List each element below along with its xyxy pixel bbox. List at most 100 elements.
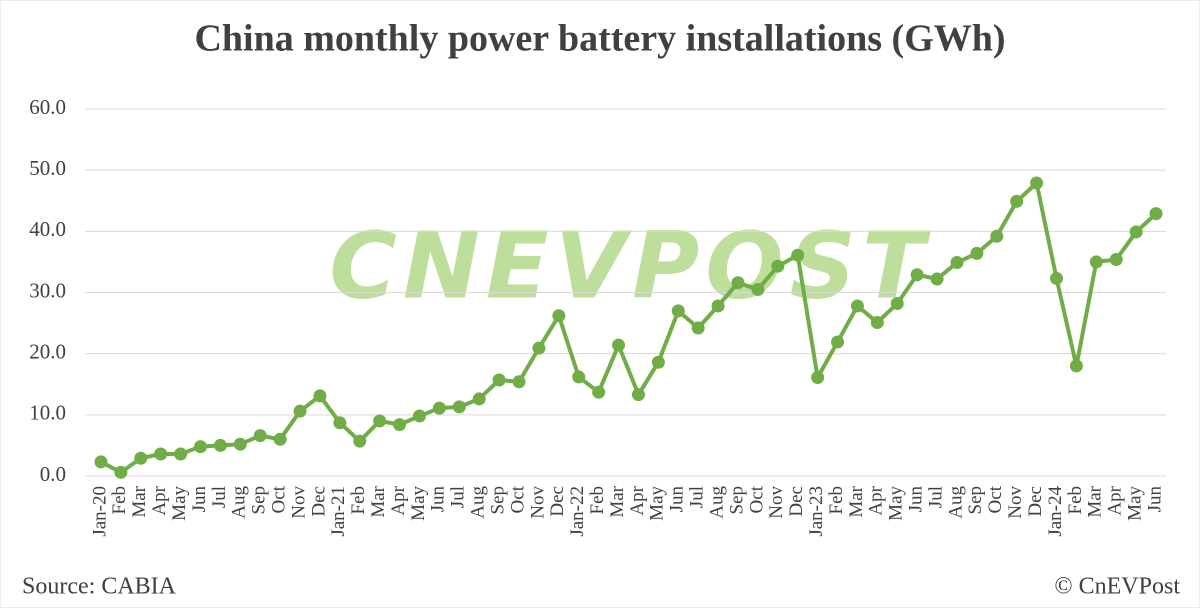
marker <box>1010 194 1024 208</box>
marker <box>910 268 924 282</box>
marker <box>850 299 864 313</box>
marker <box>592 385 606 399</box>
marker <box>711 299 725 313</box>
marker <box>1050 271 1064 285</box>
marker <box>432 401 446 415</box>
marker <box>313 389 327 403</box>
marker <box>393 418 407 432</box>
x-tick-label: Jan-22 <box>567 486 588 537</box>
x-tick-label: Jan-23 <box>806 486 827 537</box>
x-tick-label: Aug <box>468 486 489 519</box>
marker <box>134 451 148 465</box>
marker <box>612 338 626 352</box>
marker <box>452 400 466 414</box>
x-tick-label: Jan-21 <box>328 486 349 537</box>
chart-title: China monthly power battery installation… <box>194 18 1005 60</box>
marker <box>1129 225 1143 239</box>
marker <box>1030 176 1044 190</box>
x-tick-label: May <box>647 486 668 521</box>
watermark: CNEVPOST <box>329 212 930 319</box>
x-tick-label: Aug <box>706 486 727 519</box>
marker <box>950 256 964 270</box>
x-tick-label: Sep <box>249 486 270 515</box>
marker <box>373 414 387 428</box>
x-tick-label: Sep <box>965 486 986 515</box>
marker <box>472 392 486 406</box>
marker <box>671 304 685 318</box>
x-tick-label: Apr <box>866 485 887 515</box>
x-tick-label: Apr <box>388 485 409 515</box>
x-tick-label: Apr <box>149 485 170 515</box>
x-tick-label: Nov <box>527 486 548 519</box>
x-tick-label: Oct <box>268 485 289 513</box>
marker <box>492 373 506 387</box>
marker <box>1149 207 1163 221</box>
marker <box>353 434 367 448</box>
x-tick-label: Jul <box>209 486 230 508</box>
marker <box>174 447 188 461</box>
marker <box>94 455 108 469</box>
y-tick-label: 40.0 <box>29 217 66 241</box>
marker <box>333 416 347 430</box>
y-tick-label: 30.0 <box>29 278 66 302</box>
marker <box>213 438 227 452</box>
x-tick-label: Jun <box>1144 486 1165 513</box>
marker <box>532 341 546 355</box>
marker <box>193 440 207 454</box>
marker <box>990 229 1004 243</box>
marker <box>890 297 904 311</box>
x-tick-label: Jun <box>667 486 688 513</box>
x-tick-label: Mar <box>1085 485 1106 517</box>
x-tick-label: Dec <box>786 486 807 517</box>
marker <box>631 388 645 402</box>
marker <box>970 246 984 260</box>
x-tick-label: Jan-24 <box>1045 486 1066 537</box>
marker <box>691 321 705 335</box>
x-tick-label: Nov <box>766 486 787 519</box>
y-tick-label: 20.0 <box>29 339 66 363</box>
x-tick-label: Jun <box>906 486 927 513</box>
marker <box>412 409 426 423</box>
x-tick-label: Mar <box>129 485 150 517</box>
marker <box>552 309 566 323</box>
x-tick-label: Feb <box>826 486 847 515</box>
x-tick-label: May <box>886 486 907 521</box>
marker <box>771 259 785 273</box>
x-tick-label: Apr <box>1105 485 1126 515</box>
x-tick-label: Feb <box>587 486 608 515</box>
marker <box>1069 359 1083 373</box>
y-tick-label: 0.0 <box>40 462 66 486</box>
x-tick-label: Oct <box>985 485 1006 513</box>
y-tick-label: 10.0 <box>29 401 66 425</box>
marker <box>811 371 825 385</box>
x-tick-label: Jul <box>448 486 469 508</box>
x-tick-label: May <box>1124 486 1145 521</box>
marker <box>651 355 665 369</box>
y-tick-label: 60.0 <box>29 95 66 119</box>
x-tick-label: Feb <box>1065 486 1086 515</box>
x-tick-label: Apr <box>627 485 648 515</box>
x-tick-label: Jan-20 <box>89 486 110 537</box>
marker <box>114 465 128 479</box>
x-tick-label: Sep <box>726 486 747 515</box>
x-tick-label: Jun <box>428 486 449 513</box>
x-tick-label: Oct <box>746 485 767 513</box>
source: Source: CABIA <box>22 574 177 600</box>
marker <box>293 404 307 418</box>
x-tick-label: Mar <box>607 485 628 517</box>
x-tick-label: Oct <box>507 485 528 513</box>
marker <box>870 315 884 329</box>
x-tick-label: Mar <box>368 485 389 517</box>
marker <box>751 282 765 296</box>
x-tick-label: Feb <box>109 486 130 515</box>
x-tick-label: Sep <box>487 486 508 515</box>
marker <box>154 447 168 461</box>
marker <box>253 429 267 443</box>
marker <box>791 248 805 262</box>
marker <box>572 370 586 384</box>
marker <box>273 432 287 446</box>
x-tick-label: Mar <box>846 485 867 517</box>
marker <box>512 375 526 389</box>
